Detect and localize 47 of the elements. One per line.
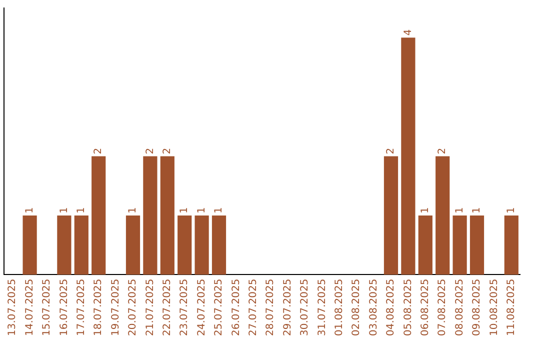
x-tick-label: 05.08.2025 — [402, 278, 414, 336]
x-tick-label: 24.07.2025 — [196, 278, 208, 336]
data-label: 1 — [420, 207, 431, 214]
x-tick-label: 27.07.2025 — [248, 278, 259, 336]
x-tick-label: 09.08.2025 — [472, 278, 483, 336]
data-label: 2 — [93, 148, 104, 154]
x-tick-label: 30.07.2025 — [300, 278, 311, 336]
x-tick-label: 13.07.2025 — [7, 278, 18, 336]
data-label: 1 — [179, 207, 190, 214]
data-label: 1 — [76, 207, 87, 214]
x-tick-label: 20.07.2025 — [128, 278, 139, 336]
x-tick-label: 31.07.2025 — [316, 278, 328, 336]
x-tick-label: 07.08.2025 — [437, 278, 448, 336]
x-tick-label: 17.07.2025 — [76, 278, 87, 336]
data-label: 1 — [472, 207, 483, 214]
data-label: 4 — [402, 29, 414, 36]
x-tick-label: 08.08.2025 — [454, 278, 466, 336]
x-tick-label: 02.08.2025 — [351, 278, 362, 336]
x-tick-label: 29.07.2025 — [282, 278, 294, 336]
x-tick-label: 22.07.2025 — [162, 278, 173, 336]
data-label: 2 — [162, 148, 173, 154]
data-label: 2 — [144, 148, 156, 154]
data-label: 1 — [214, 207, 225, 214]
x-tick-label: 23.07.2025 — [179, 278, 190, 336]
x-tick-label: 14.07.2025 — [24, 278, 36, 336]
x-tick-label: 01.08.2025 — [334, 278, 345, 336]
x-tick-label: 19.07.2025 — [110, 278, 122, 336]
x-tick-label: 16.07.2025 — [58, 278, 70, 336]
x-tick-label: 04.08.2025 — [386, 278, 397, 336]
data-label: 1 — [24, 207, 36, 214]
x-tick-label: 11.08.2025 — [506, 278, 517, 336]
data-label: 1 — [196, 207, 208, 214]
data-label: 2 — [437, 148, 448, 154]
data-label: 1 — [454, 207, 466, 214]
x-tick-label: 26.07.2025 — [230, 278, 242, 336]
x-tick-label: 03.08.2025 — [368, 278, 380, 336]
x-tick-label: 21.07.2025 — [144, 278, 156, 336]
x-tick-label: 25.07.2025 — [214, 278, 225, 336]
x-tick-label: 10.08.2025 — [488, 278, 500, 336]
data-label: 1 — [506, 207, 517, 214]
data-label: 1 — [58, 207, 70, 214]
x-tick-label: 15.07.2025 — [42, 278, 53, 336]
x-tick-label: 18.07.2025 — [93, 278, 104, 336]
x-tick-label: 28.07.2025 — [265, 278, 276, 336]
data-label: 1 — [128, 207, 139, 214]
data-label: 2 — [386, 148, 397, 154]
x-tick-label: 06.08.2025 — [420, 278, 431, 336]
